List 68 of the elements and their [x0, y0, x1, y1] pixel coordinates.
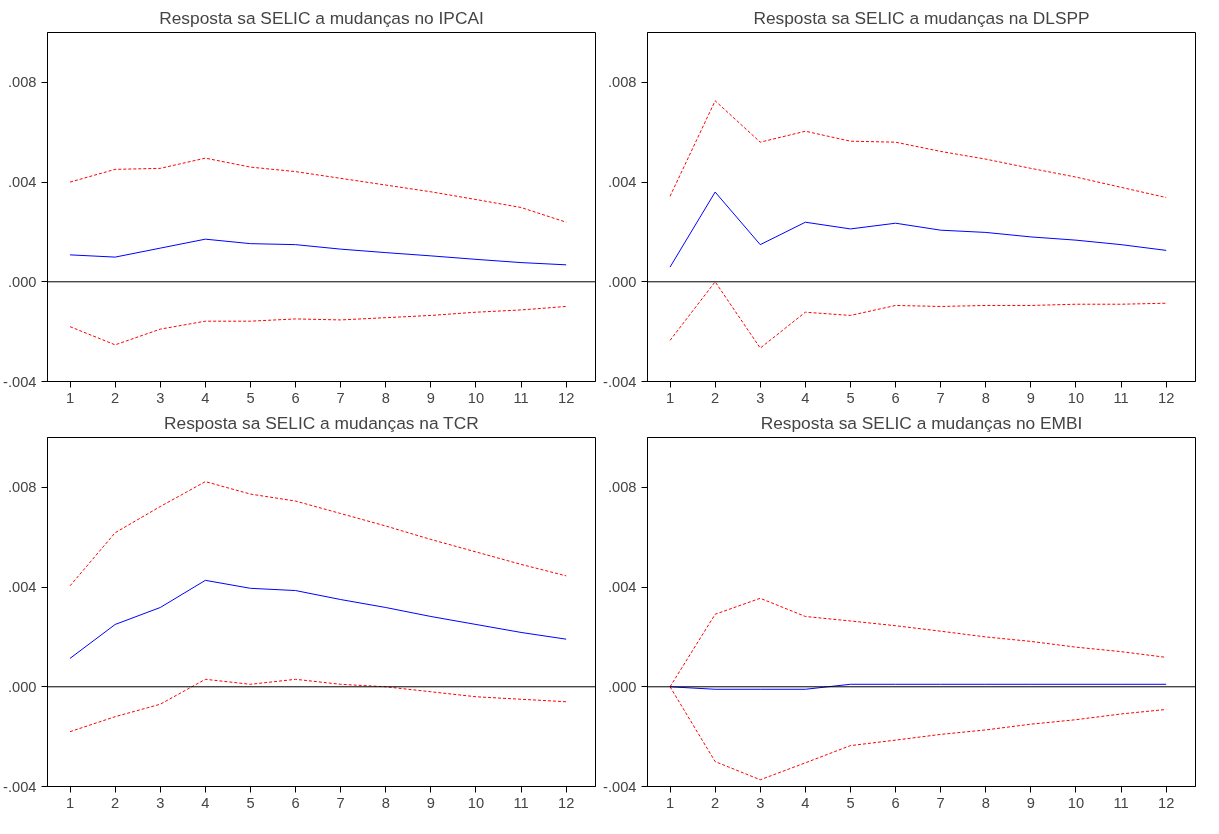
x-tick-label: 4 [201, 389, 210, 406]
x-tick-label: 9 [1026, 794, 1035, 811]
x-tick-label: 8 [981, 794, 990, 811]
x-tick-label: 1 [665, 389, 675, 406]
x-tick-label: 4 [201, 794, 210, 811]
x-tick-label: 3 [756, 389, 765, 406]
x-tick-label: 3 [156, 794, 165, 811]
x-tick-label: 9 [1026, 389, 1035, 406]
x-tick-label: 12 [558, 389, 575, 406]
x-tick-label: 10 [1067, 389, 1085, 406]
x-tick-label: 8 [981, 389, 990, 406]
x-tick-label: 11 [513, 389, 529, 406]
y-tick-label: -.004 [3, 373, 37, 390]
y-tick-label: -.004 [603, 778, 637, 795]
x-tick-label: 7 [336, 794, 345, 811]
y-tick-label: .008 [7, 74, 37, 91]
x-tick-label: 10 [467, 389, 485, 406]
x-tick-label: 10 [467, 794, 485, 811]
x-tick-label: 11 [1113, 389, 1129, 406]
x-tick-label: 10 [1067, 794, 1085, 811]
y-tick-label: .008 [607, 479, 637, 496]
x-tick-label: 7 [336, 389, 345, 406]
x-tick-label: 5 [246, 794, 255, 811]
y-tick-label: .008 [607, 74, 637, 91]
chart-title: Resposta sa SELIC a mudanças no IPCAI [159, 7, 484, 28]
x-tick-label: 1 [65, 794, 75, 811]
y-tick-label: .004 [7, 579, 37, 596]
x-tick-label: 2 [711, 389, 720, 406]
x-tick-label: 2 [711, 794, 720, 811]
x-tick-label: 9 [426, 794, 435, 811]
x-tick-label: 6 [291, 794, 300, 811]
x-tick-label: 9 [426, 389, 435, 406]
x-tick-label: 3 [756, 794, 765, 811]
y-tick-label: .004 [607, 174, 637, 191]
y-tick-label: -.004 [3, 778, 37, 795]
y-tick-label: .008 [7, 479, 37, 496]
x-tick-label: 2 [111, 794, 120, 811]
x-tick-label: 6 [891, 389, 900, 406]
x-tick-label: 4 [801, 389, 810, 406]
x-tick-label: 2 [111, 389, 120, 406]
chart-title: Resposta sa SELIC a mudanças na TCR [164, 412, 479, 433]
y-tick-label: .000 [607, 678, 637, 695]
x-tick-label: 8 [381, 794, 390, 811]
x-tick-label: 5 [846, 794, 855, 811]
x-tick-label: 6 [891, 794, 900, 811]
y-tick-label: .000 [7, 678, 37, 695]
x-tick-label: 6 [291, 389, 300, 406]
y-tick-label: .004 [607, 579, 637, 596]
x-tick-label: 12 [1158, 794, 1175, 811]
x-tick-label: 11 [1113, 794, 1129, 811]
x-tick-label: 4 [801, 794, 810, 811]
x-tick-label: 5 [246, 389, 255, 406]
x-tick-label: 12 [1158, 389, 1175, 406]
chart-title: Resposta sa SELIC a mudanças na DLSPP [753, 7, 1090, 28]
y-tick-label: .004 [7, 174, 37, 191]
x-tick-label: 1 [65, 389, 75, 406]
x-tick-label: 5 [846, 389, 855, 406]
y-tick-label: .000 [7, 273, 37, 290]
x-tick-label: 7 [936, 794, 945, 811]
x-tick-label: 1 [665, 794, 675, 811]
x-tick-label: 11 [513, 794, 529, 811]
x-tick-label: 12 [558, 794, 575, 811]
x-tick-label: 3 [156, 389, 165, 406]
chart-title: Resposta sa SELIC a mudanças no EMBI [760, 412, 1083, 433]
x-tick-label: 8 [381, 389, 390, 406]
y-tick-label: -.004 [603, 373, 637, 390]
x-tick-label: 7 [936, 389, 945, 406]
y-tick-label: .000 [607, 273, 637, 290]
